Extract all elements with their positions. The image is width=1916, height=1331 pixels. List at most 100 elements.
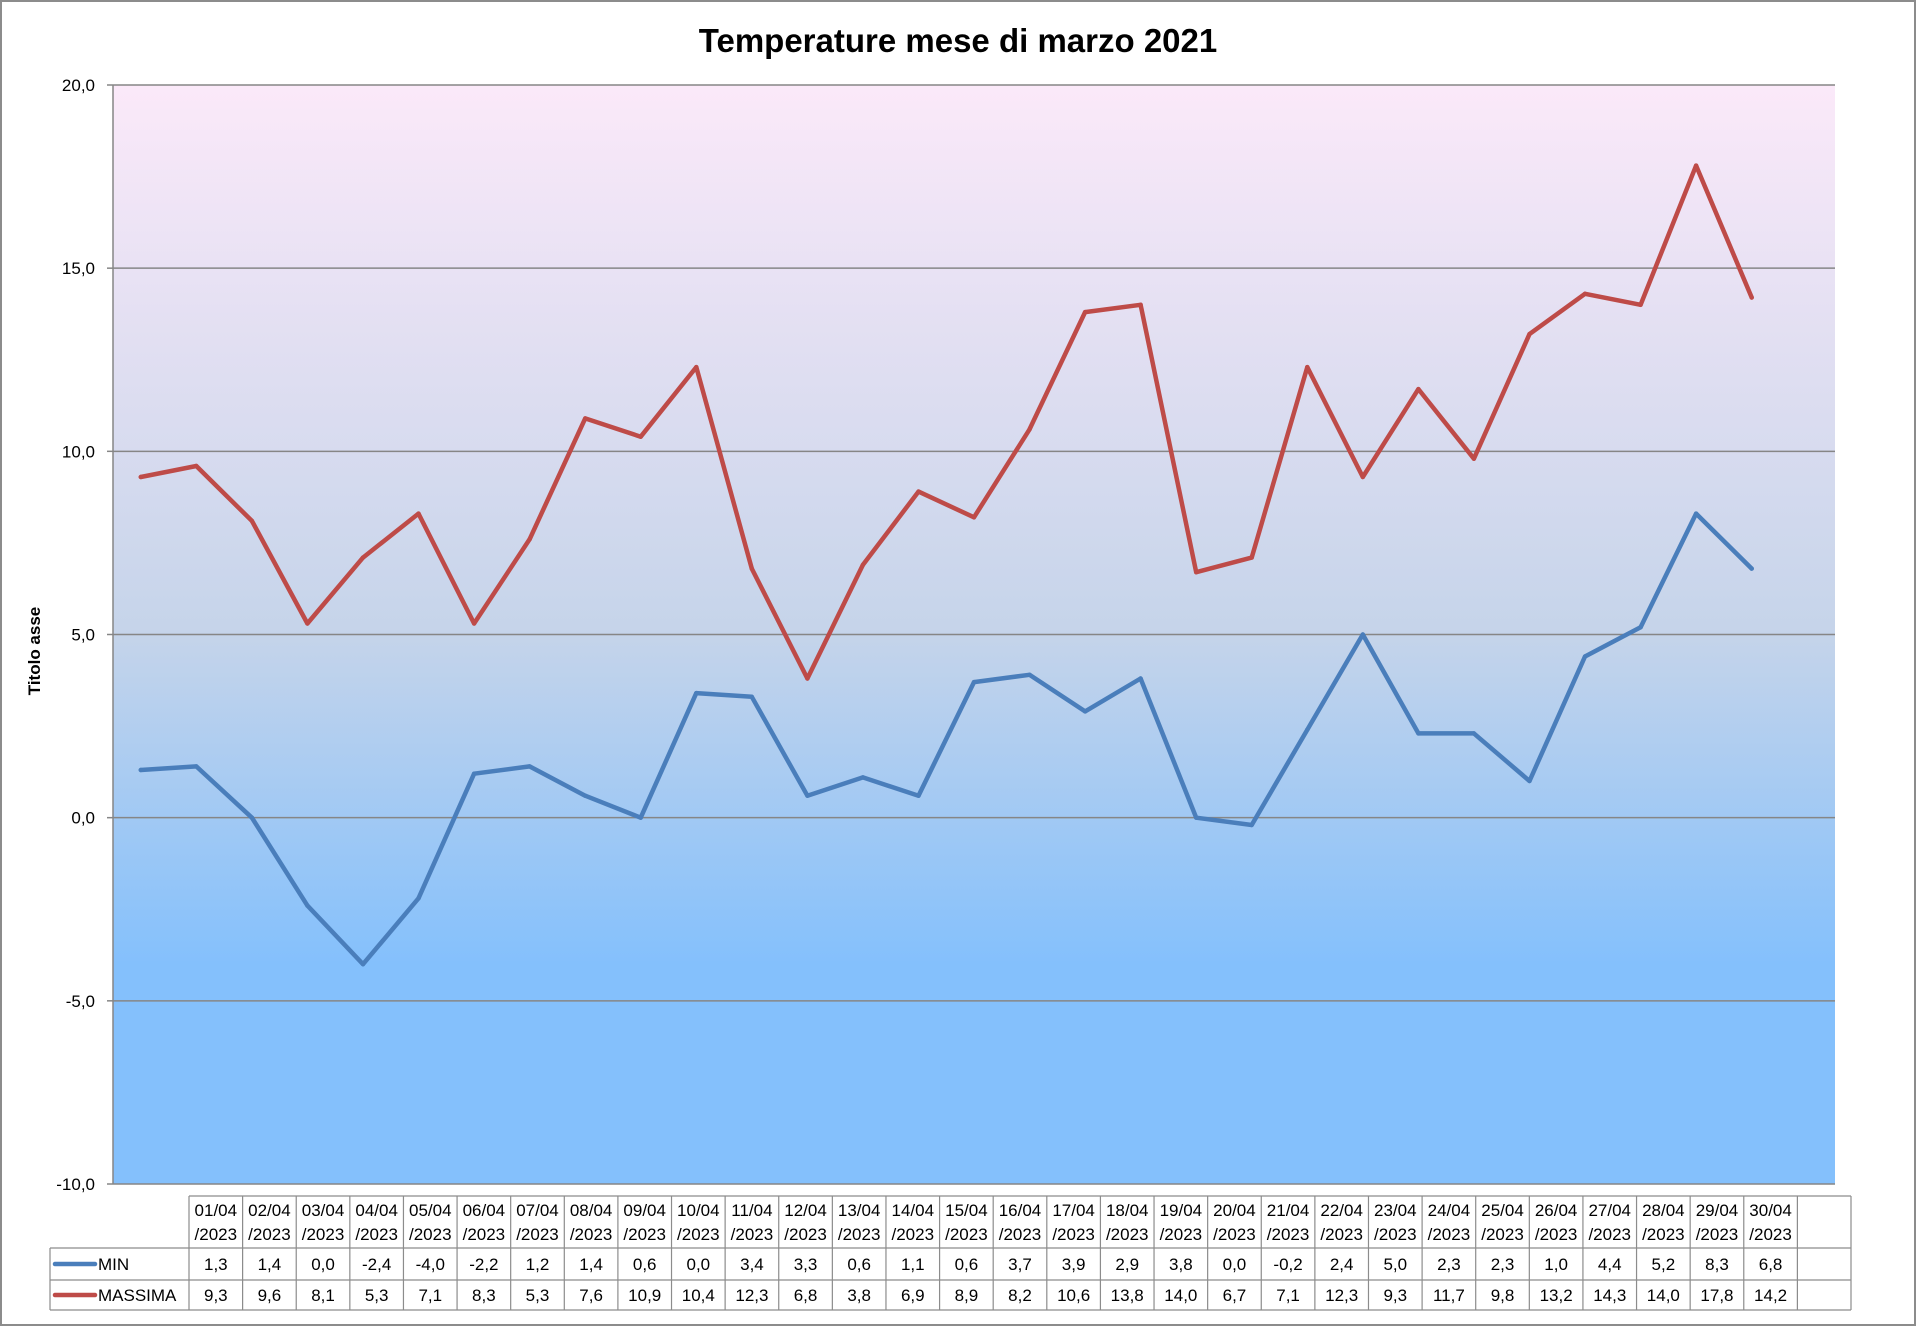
data-point-min [471, 771, 477, 776]
data-label-min: 5,2 [1652, 1255, 1676, 1274]
data-point-massima [1582, 291, 1588, 296]
data-label-massima: 13,2 [1540, 1286, 1573, 1305]
x-tick-label: /2023 [677, 1225, 720, 1244]
data-point-min [694, 690, 699, 696]
data-label-min: 0,0 [1223, 1255, 1247, 1274]
x-tick-label: 27/04 [1588, 1201, 1631, 1220]
y-tick-label: -10,0 [56, 1175, 95, 1194]
x-tick-label: 24/04 [1428, 1201, 1471, 1220]
data-point-min [583, 793, 588, 798]
x-tick-label: 21/04 [1267, 1201, 1310, 1220]
y-axis-title: Titolo asse [25, 607, 44, 696]
x-tick-label: 29/04 [1696, 1201, 1739, 1220]
data-table: 01/04/2023 02/04/2023 03/04/2023 04/04/2023… [49, 1195, 1852, 1311]
data-label-massima: 14,0 [1164, 1286, 1197, 1305]
data-label-massima: 8,2 [1008, 1286, 1032, 1305]
data-label-massima: 9,3 [204, 1286, 228, 1305]
data-label-min: -2,2 [469, 1255, 498, 1274]
x-tick-label: /2023 [463, 1225, 506, 1244]
data-point-massima [1082, 309, 1088, 315]
data-point-min [1749, 566, 1754, 571]
data-label-massima: 17,8 [1700, 1286, 1733, 1305]
chart-title: Temperature mese di marzo 2021 [699, 22, 1217, 59]
data-label-min: 3,3 [794, 1255, 818, 1274]
data-label-min: 2,9 [1115, 1255, 1139, 1274]
y-tick-label: 15,0 [62, 259, 95, 278]
x-tick-label: 17/04 [1052, 1201, 1095, 1220]
x-tick-label: /2023 [892, 1225, 935, 1244]
series-line-min [138, 511, 1754, 967]
x-tick-label: /2023 [1213, 1225, 1256, 1244]
x-tick-label: 09/04 [623, 1201, 666, 1220]
data-point-massima [249, 518, 255, 524]
data-point-min [1360, 632, 1366, 637]
data-point-massima [194, 463, 199, 469]
x-tick-label: /2023 [1320, 1225, 1363, 1244]
x-tick-label: 16/04 [999, 1201, 1042, 1220]
data-point-massima [138, 474, 143, 480]
data-point-min [1194, 815, 1199, 820]
x-tick-label: /2023 [1428, 1225, 1471, 1244]
x-tick-label: 30/04 [1749, 1201, 1792, 1220]
data-label-min: 1,2 [526, 1255, 550, 1274]
data-label-massima: 7,1 [1276, 1286, 1300, 1305]
data-label-min: 2,4 [1330, 1255, 1354, 1274]
x-tick-label: /2023 [302, 1225, 345, 1244]
data-point-min [1027, 672, 1032, 677]
x-tick-label: 20/04 [1213, 1201, 1256, 1220]
data-label-min: 0,6 [955, 1255, 979, 1274]
data-label-min: 5,0 [1383, 1255, 1407, 1274]
data-label-massima: 8,9 [955, 1286, 979, 1305]
x-tick-label: 02/04 [248, 1201, 291, 1220]
x-tick-label: /2023 [784, 1225, 827, 1244]
data-point-massima [583, 416, 588, 421]
data-point-massima [527, 537, 532, 542]
x-tick-label: 28/04 [1642, 1201, 1685, 1220]
data-point-massima [749, 566, 754, 571]
y-tick-label: 20,0 [62, 76, 95, 95]
data-label-massima: 11,7 [1433, 1286, 1465, 1305]
x-tick-label: 03/04 [302, 1201, 345, 1220]
data-label-min: 2,3 [1491, 1255, 1515, 1274]
data-label-min: 1,1 [901, 1255, 925, 1274]
data-label-min: -4,0 [416, 1255, 445, 1274]
data-point-massima [1416, 386, 1421, 392]
data-point-massima [305, 621, 310, 626]
data-point-massima [1138, 302, 1143, 307]
data-point-min [1305, 727, 1310, 732]
data-point-massima [971, 515, 977, 520]
x-tick-label: 12/04 [784, 1201, 827, 1220]
x-tick-label: 08/04 [570, 1201, 613, 1220]
data-point-min [1693, 511, 1699, 516]
data-label-min: 1,4 [579, 1255, 603, 1274]
x-tick-label: /2023 [1267, 1225, 1310, 1244]
data-label-min: 0,0 [687, 1255, 711, 1274]
data-point-min [1249, 822, 1254, 828]
x-tick-label: 01/04 [195, 1201, 238, 1220]
data-point-min [1527, 778, 1532, 784]
x-tick-label: /2023 [999, 1225, 1042, 1244]
x-tick-label: /2023 [1696, 1225, 1739, 1244]
data-label-min: 3,8 [1169, 1255, 1193, 1274]
x-tick-label: 26/04 [1535, 1201, 1578, 1220]
data-label-min: -0,2 [1273, 1255, 1302, 1274]
x-tick-label: 13/04 [838, 1201, 881, 1220]
x-tick-label: /2023 [1052, 1225, 1095, 1244]
data-label-min: 1,3 [204, 1255, 228, 1274]
data-point-min [249, 815, 255, 820]
data-label-massima: 9,3 [1383, 1286, 1407, 1305]
data-point-massima [471, 621, 477, 626]
data-label-min: 3,9 [1062, 1255, 1086, 1274]
data-point-min [1471, 731, 1477, 736]
x-tick-label: /2023 [838, 1225, 881, 1244]
x-tick-label: /2023 [623, 1225, 666, 1244]
gridlines [107, 84, 1835, 1185]
data-label-massima: 9,8 [1491, 1286, 1515, 1305]
x-tick-label: /2023 [248, 1225, 291, 1244]
data-label-massima: 14,0 [1647, 1286, 1680, 1305]
data-point-min [916, 793, 921, 798]
data-label-massima: 5,3 [526, 1286, 550, 1305]
data-label-massima: 6,9 [901, 1286, 925, 1305]
